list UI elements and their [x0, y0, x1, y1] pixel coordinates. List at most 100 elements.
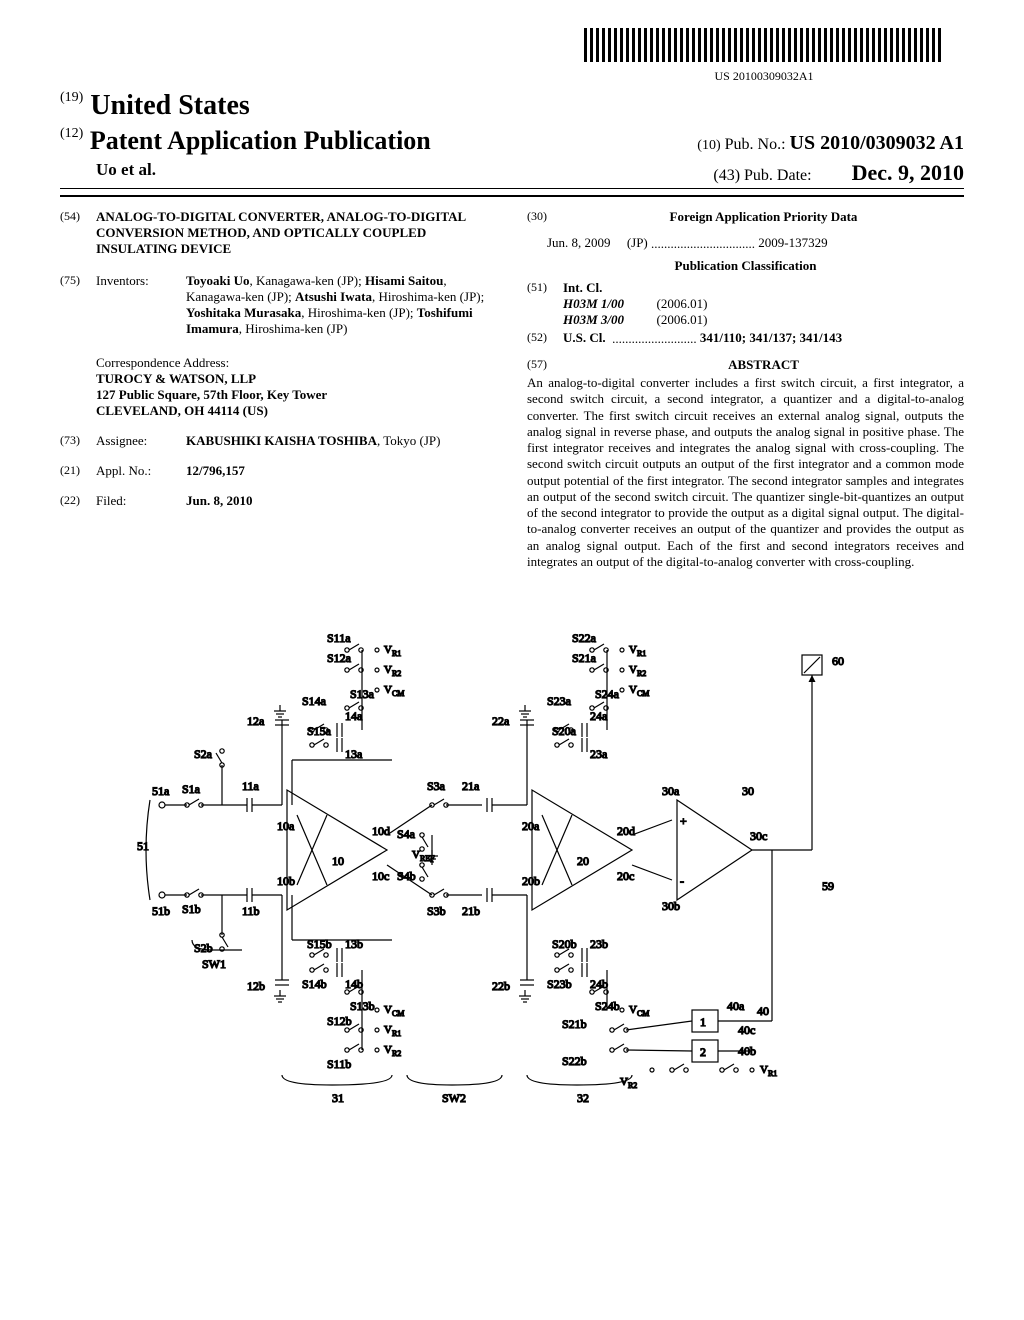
lbl-S24b: S24b — [595, 999, 620, 1013]
lbl-S1a: S1a — [182, 782, 201, 796]
circuit-svg: 51 51a 51b S1a S1b S2a 11a S2b 11b — [132, 590, 892, 1110]
key-52: (52) — [527, 330, 563, 347]
inv5-loc: , Hiroshima-ken (JP) — [239, 321, 348, 336]
field-30: (30) Foreign Application Priority Data — [527, 209, 964, 225]
lbl-S3a: S3a — [427, 779, 446, 793]
inventors: Toyoaki Uo, Kanagawa-ken (JP); Hisami Sa… — [186, 273, 497, 337]
lbl-S14a: S14a — [302, 694, 327, 708]
patent-page: US 20100309032A1 (19) United States (12)… — [0, 0, 1024, 1320]
corr-label: Correspondence Address: — [96, 355, 497, 371]
barcode-graphic — [584, 28, 944, 62]
title-30: Foreign Application Priority Data — [563, 209, 964, 225]
pub-line: (12) Patent Application Publication (10)… — [60, 126, 964, 156]
lbl-S4a: S4a — [397, 827, 416, 841]
lbl-14a: 14a — [345, 709, 363, 723]
lbl-VR1-dac: VR1 — [760, 1064, 777, 1078]
uscl-val: 341/110; 341/137; 341/143 — [700, 330, 842, 345]
lbl-59: 59 — [822, 879, 834, 893]
lbl-51b: 51b — [152, 904, 170, 918]
field-21: (21) Appl. No.: 12/796,157 — [60, 463, 497, 479]
rule-thin — [60, 188, 964, 189]
lbl-SW1: SW1 — [202, 957, 226, 971]
lbl-10c: 10c — [372, 869, 389, 883]
lbl-VR1-b: VR1 — [384, 1024, 401, 1038]
field-73: (73) Assignee: KABUSHIKI KAISHA TOSHIBA,… — [60, 433, 497, 449]
key-21: (21) — [60, 463, 96, 479]
lbl-30: 30 — [742, 784, 754, 798]
inv3-loc: , Hiroshima-ken (JP); — [372, 289, 484, 304]
lbl-10d: 10d — [372, 824, 390, 838]
lbl-30c: 30c — [750, 829, 767, 843]
country-prefix: (19) — [60, 90, 83, 105]
lbl-30a: 30a — [662, 784, 680, 798]
pubno-prefix: (10) — [697, 138, 720, 153]
corr-l3: CLEVELAND, OH 44114 (US) — [96, 403, 497, 419]
lbl-13a: 13a — [345, 747, 363, 761]
pubclass-heading: Publication Classification — [527, 258, 964, 274]
fp-country: (JP) — [627, 235, 648, 250]
pubno-label: Pub. No.: — [725, 136, 786, 153]
corr-l2: 127 Public Square, 57th Floor, Key Tower — [96, 387, 497, 403]
icl1: H03M 1/00 — [563, 296, 624, 311]
abstract-text: An analog-to-digital converter includes … — [527, 375, 964, 570]
key-51: (51) — [527, 280, 563, 328]
lbl-VR2-dac: VR2 — [620, 1076, 637, 1090]
lbl-12a: 12a — [247, 714, 265, 728]
lbl-VR2-2a: VR2 — [629, 664, 646, 678]
lbl-11a: 11a — [242, 779, 260, 793]
key-75: (75) — [60, 273, 96, 337]
assignee-loc: , Tokyo (JP) — [377, 433, 441, 448]
right-column: (30) Foreign Application Priority Data J… — [527, 209, 964, 570]
icl1-date: (2006.01) — [657, 296, 708, 311]
lbl-10b: 10b — [277, 874, 295, 888]
lbl-S2a: S2a — [194, 747, 213, 761]
pubdate-label: Pub. Date: — [744, 167, 812, 184]
barcode-block: US 20100309032A1 — [584, 28, 944, 84]
lbl-S1b: S1b — [182, 902, 201, 916]
lbl-32: 32 — [577, 1091, 589, 1105]
key-57: (57) — [527, 357, 563, 373]
lbl-1: 1 — [700, 1015, 706, 1029]
lbl-VR2-b: VR2 — [384, 1044, 401, 1058]
fp-no: 2009-137329 — [758, 235, 827, 250]
pubdate-prefix: (43) — [713, 167, 740, 184]
lbl-S15b: S15b — [307, 937, 332, 951]
lbl-24a: 24a — [590, 709, 608, 723]
label-52: U.S. Cl. — [563, 330, 606, 345]
lbl-21a: 21a — [462, 779, 480, 793]
lbl-20: 20 — [577, 854, 589, 868]
pub-prefix: (12) — [60, 126, 83, 141]
assignee-name: KABUSHIKI KAISHA TOSHIBA — [186, 433, 377, 448]
lbl-S22b: S22b — [562, 1054, 587, 1068]
lbl-S20b: S20b — [552, 937, 577, 951]
lbl-S12a: S12a — [327, 651, 352, 665]
biblio-columns: (54) ANALOG-TO-DIGITAL CONVERTER, ANALOG… — [60, 209, 964, 570]
inv1-name: Toyoaki Uo — [186, 273, 249, 288]
abstract-heading: ABSTRACT — [563, 357, 964, 373]
lbl-S21b: S21b — [562, 1017, 587, 1031]
uscl-dots: .......................... — [612, 331, 697, 347]
lbl-VCM-b: VCM — [384, 1004, 404, 1018]
lbl-40: 40 — [757, 1004, 769, 1018]
lbl-10: 10 — [332, 854, 344, 868]
label-21: Appl. No.: — [96, 463, 186, 479]
pubdate-block: (43) Pub. Date: Dec. 9, 2010 — [713, 160, 964, 186]
lbl-S14b: S14b — [302, 977, 327, 991]
rule-thick — [60, 195, 964, 197]
lbl-22b: 22b — [492, 979, 510, 993]
field-54: (54) ANALOG-TO-DIGITAL CONVERTER, ANALOG… — [60, 209, 497, 257]
inv3-name: Atsushi Iwata — [295, 289, 372, 304]
lbl-S13b: S13b — [350, 999, 375, 1013]
lbl-20c: 20c — [617, 869, 634, 883]
lbl-2: 2 — [700, 1045, 706, 1059]
lbl-VCM-2a: VCM — [629, 684, 649, 698]
lbl-12b: 12b — [247, 979, 265, 993]
intcl: Int. Cl. H03M 1/00 (2006.01) H03M 3/00 (… — [563, 280, 964, 328]
assignee: KABUSHIKI KAISHA TOSHIBA, Tokyo (JP) — [186, 433, 497, 449]
circuit-figure: 51 51a 51b S1a S1b S2a 11a S2b 11b — [60, 590, 964, 1115]
barcode-number: US 20100309032A1 — [584, 69, 944, 84]
lbl-VR1-a: VR1 — [384, 644, 401, 658]
pub-label: Patent Application Publication — [90, 126, 431, 155]
corr-l1: TUROCY & WATSON, LLP — [96, 371, 497, 387]
key-54: (54) — [60, 209, 96, 257]
